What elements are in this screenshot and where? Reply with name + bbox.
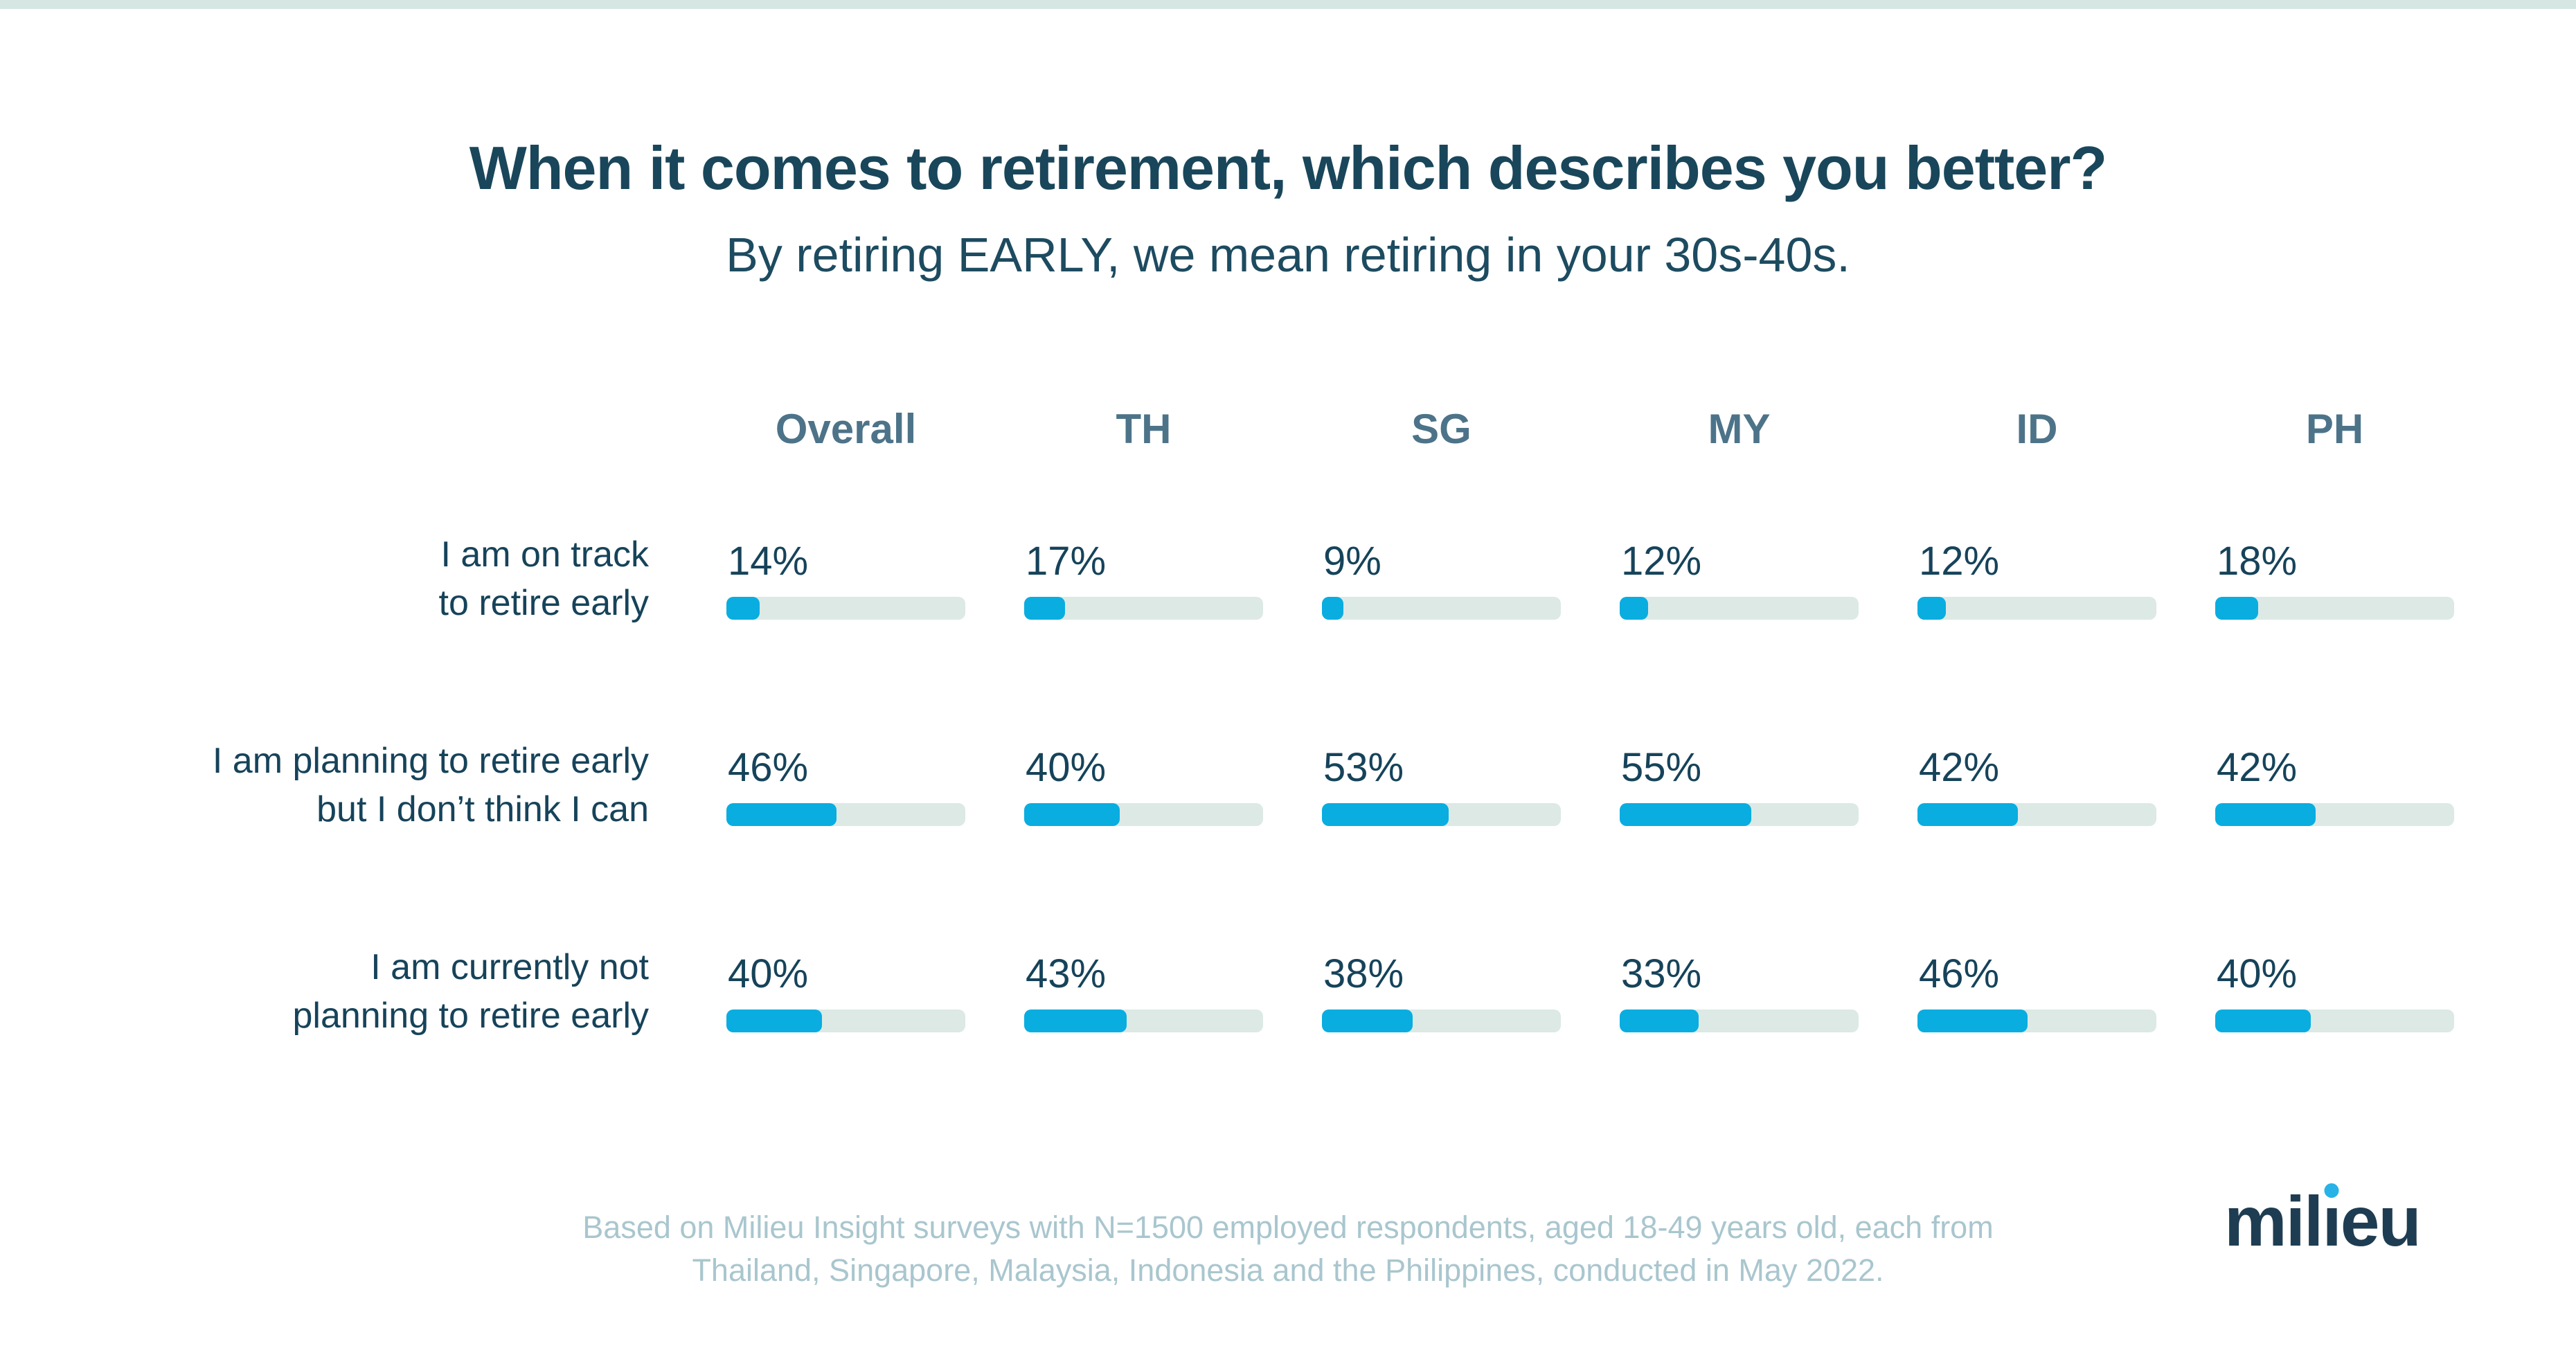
data-cell: 33% <box>1620 954 1917 1040</box>
bar-fill <box>2215 597 2259 620</box>
data-cell: 53% <box>1322 748 1620 834</box>
bar-track <box>1917 597 2156 620</box>
value-label: 40% <box>728 951 809 996</box>
value-label: 12% <box>1621 539 1702 584</box>
value-label: 42% <box>2217 745 2298 790</box>
bar-track <box>1024 1010 1263 1032</box>
value-label: 9% <box>1323 539 1381 584</box>
chart-subtitle: By retiring EARLY, we mean retiring in y… <box>726 228 1850 282</box>
bar-track <box>1620 803 1859 826</box>
bar-track <box>1024 597 1263 620</box>
bar-track <box>1917 1010 2156 1032</box>
bar-track <box>1322 597 1561 620</box>
bar-track <box>1322 1010 1561 1032</box>
value-label: 46% <box>1919 951 2000 996</box>
data-cell: 40% <box>1024 748 1322 834</box>
bar-fill <box>726 1010 822 1032</box>
column-header-th: TH <box>1116 406 1172 452</box>
value-label: 38% <box>1323 951 1404 996</box>
value-label: 42% <box>1919 745 2000 790</box>
milieu-logo: milı eu <box>2224 1182 2422 1261</box>
bar-fill <box>726 597 760 620</box>
row-label-planning-but-cant: I am planning to retire early but I don’… <box>212 741 649 830</box>
row-label-not-planning: I am currently not planning to retire ea… <box>292 947 649 1037</box>
bar-track <box>726 597 965 620</box>
data-cell: 17% <box>1024 541 1322 627</box>
bar-fill <box>1322 1010 1413 1032</box>
data-cell: 18% <box>2215 541 2513 627</box>
data-cell: 43% <box>1024 954 1322 1040</box>
bar-track <box>1024 803 1263 826</box>
bar-track <box>726 1010 965 1032</box>
table-row: I am planning to retire early but I don’… <box>0 741 2513 834</box>
bar-fill <box>726 803 837 826</box>
column-header-ph: PH <box>2305 406 2364 452</box>
chart-title: When it comes to retirement, which descr… <box>469 134 2108 202</box>
bar-track <box>1322 803 1561 826</box>
bar-track <box>1917 803 2156 826</box>
data-cell: 42% <box>1917 748 2215 834</box>
bar-fill <box>2215 1010 2311 1032</box>
column-header-sg: SG <box>1411 406 1472 452</box>
value-label: 46% <box>728 745 809 790</box>
row-label-on-track: I am on track to retire early <box>438 535 649 624</box>
column-header-overall: Overall <box>775 406 917 452</box>
bar-fill <box>1620 597 1649 620</box>
column-header-id: ID <box>2016 406 2058 452</box>
source-footnote: Based on Milieu Insight surveys with N=1… <box>0 1206 2576 1292</box>
value-label: 14% <box>728 539 809 584</box>
value-label: 55% <box>1621 745 1702 790</box>
value-label: 33% <box>1621 951 1702 996</box>
value-label: 17% <box>1026 539 1107 584</box>
value-label: 40% <box>2217 951 2298 996</box>
bar-fill <box>1917 597 1947 620</box>
bar-fill <box>1620 1010 1699 1032</box>
bar-fill <box>1917 803 2018 826</box>
bar-track <box>726 803 965 826</box>
table-row: I am currently not planning to retire ea… <box>0 947 2513 1040</box>
column-header-row: Overall TH SG MY ID PH <box>0 405 2513 453</box>
data-cell: 40% <box>726 954 1024 1040</box>
bar-fill <box>2215 803 2316 826</box>
bar-track <box>1620 597 1859 620</box>
bar-track <box>2215 803 2454 826</box>
data-cell: 12% <box>1917 541 2215 627</box>
value-label: 53% <box>1323 745 1404 790</box>
data-cell: 42% <box>2215 748 2513 834</box>
top-accent-strip <box>0 0 2576 9</box>
source-footnote-line2: Thailand, Singapore, Malaysia, Indonesia… <box>692 1253 1884 1289</box>
bar-fill <box>1917 1010 2028 1032</box>
data-cell: 46% <box>726 748 1024 834</box>
data-cell: 38% <box>1322 954 1620 1040</box>
bar-track <box>1620 1010 1859 1032</box>
value-label: 12% <box>1919 539 2000 584</box>
value-label: 18% <box>2217 539 2298 584</box>
bar-fill <box>1620 803 1751 826</box>
header-spacer <box>0 405 726 453</box>
data-cell: 46% <box>1917 954 2215 1040</box>
data-cell: 55% <box>1620 748 1917 834</box>
data-cell: 14% <box>726 541 1024 627</box>
source-footnote-line1: Based on Milieu Insight surveys with N=1… <box>582 1210 1994 1245</box>
bar-fill <box>1322 597 1344 620</box>
bar-track <box>2215 597 2454 620</box>
bar-fill <box>1024 803 1120 826</box>
data-cell: 40% <box>2215 954 2513 1040</box>
value-label: 43% <box>1026 951 1107 996</box>
logo-blue-dot-icon <box>2324 1183 2339 1198</box>
column-header-my: MY <box>1708 406 1771 452</box>
table-row: I am on track to retire early 14% 17% 9%… <box>0 535 2513 627</box>
data-cell: 9% <box>1322 541 1620 627</box>
bar-fill <box>1024 597 1065 620</box>
bar-fill <box>1024 1010 1127 1032</box>
value-label: 40% <box>1026 745 1107 790</box>
bar-track <box>2215 1010 2454 1032</box>
bar-fill <box>1322 803 1449 826</box>
data-cell: 12% <box>1620 541 1917 627</box>
